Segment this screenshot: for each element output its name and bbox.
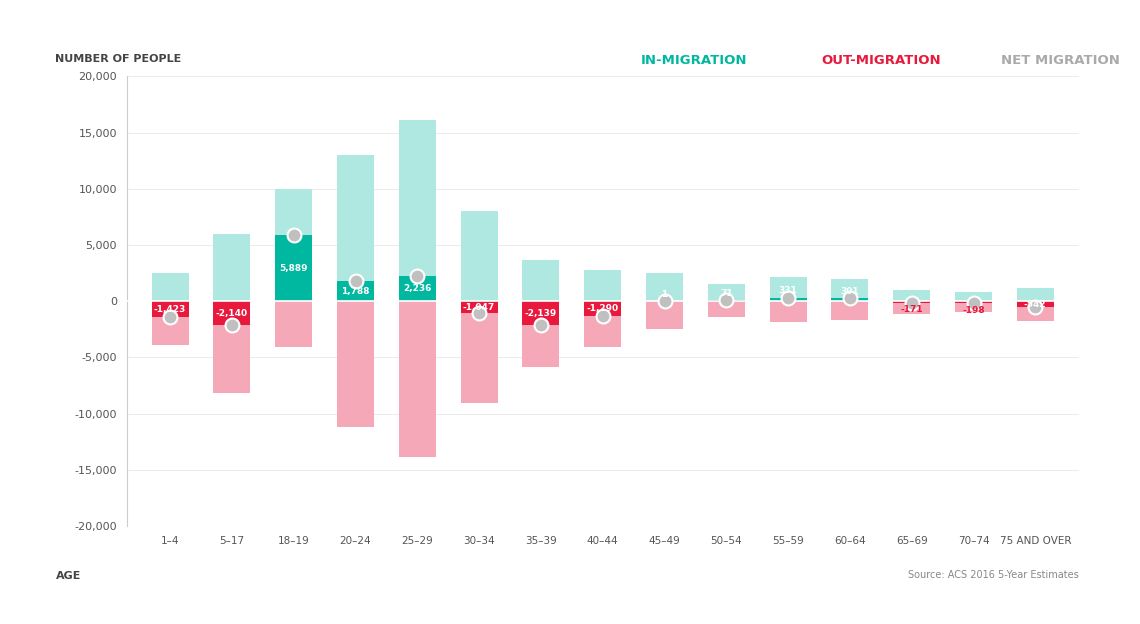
Text: 5,889: 5,889 (279, 263, 308, 273)
Bar (337, 155, 374, 281)
Bar (955, 292, 992, 301)
Bar (213, 325, 251, 392)
Bar (770, 276, 807, 298)
Bar (831, 298, 869, 301)
Bar (522, 325, 560, 367)
Bar (708, 300, 744, 301)
Text: -1,290: -1,290 (587, 304, 619, 313)
Bar (584, 301, 621, 316)
Text: 1,788: 1,788 (341, 286, 369, 296)
Bar (955, 301, 992, 303)
Bar (708, 285, 744, 300)
Bar (1017, 301, 1053, 307)
Point (222, 320, 241, 330)
Bar (152, 301, 188, 317)
Text: OUT-MIGRATION: OUT-MIGRATION (822, 54, 942, 67)
Point (656, 296, 674, 306)
Bar (213, 234, 251, 301)
Bar (893, 303, 930, 314)
Bar (1017, 288, 1053, 301)
Text: NUMBER OF PEOPLE: NUMBER OF PEOPLE (56, 54, 181, 64)
Bar (275, 301, 312, 348)
Bar (584, 270, 621, 301)
Bar (955, 303, 992, 313)
Point (408, 271, 426, 281)
Bar (584, 316, 621, 347)
Bar (337, 301, 374, 427)
Bar (893, 290, 930, 301)
Point (903, 298, 921, 308)
Bar (522, 301, 560, 325)
Bar (152, 273, 188, 301)
Bar (646, 273, 683, 301)
Point (717, 295, 735, 305)
Point (285, 230, 303, 240)
Text: IN-MIGRATION: IN-MIGRATION (641, 54, 748, 67)
Point (841, 293, 860, 303)
Bar (275, 235, 312, 301)
Text: 331: 331 (779, 286, 798, 295)
Bar (275, 189, 312, 235)
Bar (461, 313, 498, 403)
Bar (152, 317, 188, 345)
Bar (770, 298, 807, 301)
Text: Source: ACS 2016 5-Year Estimates: Source: ACS 2016 5-Year Estimates (907, 570, 1078, 580)
Text: 1: 1 (661, 290, 668, 299)
Bar (522, 260, 560, 301)
Bar (770, 301, 807, 322)
Text: 2,236: 2,236 (404, 284, 432, 293)
Bar (831, 301, 869, 320)
Text: -198: -198 (962, 306, 985, 314)
Point (1026, 302, 1044, 312)
Point (594, 311, 612, 321)
Text: -1,047: -1,047 (463, 303, 495, 311)
Point (161, 312, 179, 322)
Text: 301: 301 (840, 286, 860, 296)
Text: -2,139: -2,139 (524, 309, 557, 318)
Text: 71: 71 (720, 289, 733, 298)
Bar (831, 279, 869, 298)
Text: NET MIGRATION: NET MIGRATION (1001, 54, 1119, 67)
Bar (893, 301, 930, 303)
Text: -2,140: -2,140 (215, 309, 249, 318)
Bar (461, 301, 498, 313)
Bar (399, 276, 435, 301)
Bar (213, 301, 251, 325)
Bar (461, 212, 498, 301)
Point (779, 293, 797, 303)
Text: -171: -171 (901, 305, 923, 314)
Point (347, 276, 365, 286)
Bar (646, 301, 683, 329)
Text: AGE: AGE (56, 571, 81, 581)
Point (964, 298, 983, 308)
Point (470, 308, 488, 318)
Bar (337, 281, 374, 301)
Bar (399, 301, 435, 457)
Bar (708, 301, 744, 317)
Point (531, 320, 549, 330)
Bar (399, 120, 435, 276)
Text: -542: -542 (1024, 300, 1047, 309)
Text: -1,423: -1,423 (154, 305, 186, 314)
Bar (1017, 307, 1053, 321)
